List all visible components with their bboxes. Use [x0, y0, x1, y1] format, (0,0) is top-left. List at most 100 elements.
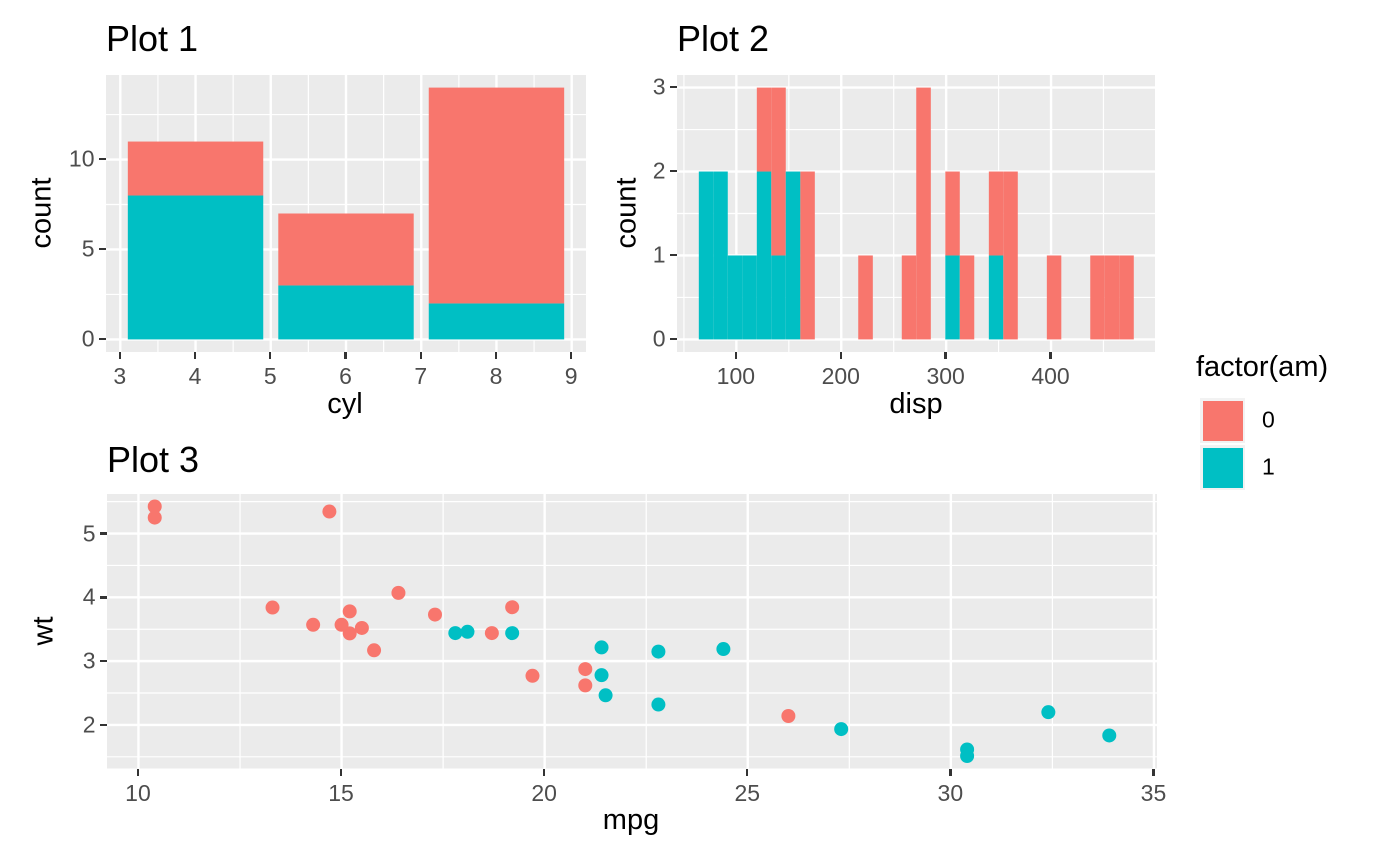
plot1-y-tick-label: 5: [81, 235, 95, 262]
plot2-panel: [676, 74, 1155, 352]
plot3-x-axis-title: mpg: [602, 804, 660, 836]
plot1-x-axis-title: cyl: [327, 388, 363, 420]
plot2-y-tick-mark: [669, 169, 677, 173]
plot3-y-tick-mark: [99, 532, 107, 535]
scatter-point-am0: [577, 662, 592, 677]
legend-label-0: 0: [1262, 406, 1275, 433]
legend-key-1: [1200, 445, 1245, 490]
histogram-bin-am1: [785, 171, 800, 339]
plot2-x-tick-mark: [734, 351, 738, 359]
scatter-point-am1: [715, 642, 730, 657]
plot3-x-tick-label: 10: [125, 779, 151, 806]
legend-key-0: [1200, 398, 1245, 443]
plot2-y-tick-label: 2: [652, 157, 666, 184]
bar-segment-am1: [127, 195, 263, 339]
histogram-bin-am0: [756, 87, 771, 172]
scatter-point-am0: [354, 620, 369, 635]
plot2-x-axis-title: disp: [889, 388, 943, 420]
scatter-point-am1: [959, 748, 974, 763]
plot1-x-tick-label: 6: [339, 362, 352, 389]
plot3-x-tick-mark: [542, 768, 546, 776]
histogram-bin-am0: [857, 254, 873, 339]
histogram-bin-am1: [727, 254, 742, 339]
plot3-y-tick-label: 2: [82, 711, 96, 738]
scatter-point-am1: [650, 644, 665, 659]
plot1-title: Plot 1: [106, 18, 199, 59]
plot1-y-tick-label: 10: [68, 145, 95, 172]
histogram-bin-am0: [1046, 254, 1061, 339]
histogram-bin-am0: [1089, 254, 1105, 339]
histogram-bin-am0: [1104, 254, 1119, 339]
scatter-point-am0: [390, 585, 405, 600]
plot1-y-tick-mark: [98, 337, 106, 341]
plot1-y-axis-title: count: [25, 177, 58, 249]
plot1-x-tick-mark: [494, 351, 498, 359]
plot3-y-tick-label: 4: [82, 583, 96, 610]
scatter-point-am1: [1101, 728, 1116, 743]
plot2-x-tick-mark: [944, 351, 947, 359]
scatter-point-am0: [524, 668, 539, 683]
scatter-point-am0: [321, 504, 336, 519]
legend-swatch-am0: [1202, 400, 1243, 441]
plot1-y-tick-mark: [98, 247, 106, 251]
scatter-point-am0: [427, 607, 442, 622]
plot2-x-tick-label: 100: [716, 362, 756, 389]
scatter-point-am1: [459, 624, 474, 639]
plot1-x-tick-mark: [419, 351, 422, 359]
plot1-x-tick-label: 3: [113, 362, 127, 389]
histogram-bin-am0: [915, 87, 931, 339]
plot3-title: Plot 3: [107, 439, 200, 480]
plot1-x-tick-label: 8: [489, 362, 503, 389]
plot3-x-tick-mark: [136, 768, 140, 776]
plot1-x-tick-mark: [344, 351, 347, 359]
scatter-point-am0: [577, 678, 592, 693]
plot1-x-tick-label: 7: [414, 362, 428, 389]
legend-title: factor(am): [1196, 351, 1329, 383]
plot1-x-tick-mark: [269, 351, 272, 359]
histogram-bin-am0: [1002, 171, 1018, 339]
plot3-x-tick-label: 15: [328, 779, 354, 806]
scatter-point-am0: [780, 708, 795, 723]
bar-segment-am1: [277, 284, 414, 339]
scatter-point-am1: [598, 688, 613, 703]
plot3-y-tick-mark: [99, 723, 107, 727]
histogram-bin-am0: [770, 87, 786, 255]
bar-segment-am0: [428, 87, 564, 303]
plot1-x-tick-label: 9: [564, 362, 578, 389]
plot1-x-tick-label: 5: [263, 362, 277, 389]
plot2-x-tick-label: 400: [1031, 362, 1070, 389]
histogram-bin-am1: [756, 171, 771, 339]
plot2-y-tick-label: 0: [652, 325, 666, 352]
scatter-point-am1: [650, 697, 665, 712]
plot1-x-tick-label: 4: [188, 362, 202, 389]
plot3-x-tick-label: 30: [937, 779, 964, 806]
bar-segment-am1: [428, 302, 564, 339]
histogram-bin-am1: [988, 254, 1003, 339]
panel-background: [106, 494, 1157, 769]
plot3-x-tick-mark: [949, 768, 952, 776]
histogram-bin-am0: [799, 171, 815, 339]
histogram-bin-am1: [712, 171, 728, 339]
plot2-y-tick-mark: [669, 337, 677, 341]
bar-segment-am0: [127, 141, 263, 196]
histogram-bin-am0: [901, 254, 916, 339]
plot2-y-tick-mark: [669, 253, 677, 257]
histogram-bin-am0: [944, 171, 960, 255]
plot2-y-axis-title: count: [610, 177, 643, 249]
scatter-point-am0: [504, 600, 519, 615]
scatter-point-am0: [147, 510, 162, 525]
scatter-point-am1: [447, 626, 462, 641]
plot3-y-tick-mark: [99, 659, 107, 663]
plot3-y-tick-label: 3: [82, 647, 96, 674]
plot1-x-tick-mark: [570, 351, 573, 359]
plot1-x-tick-mark: [193, 351, 197, 359]
plot2-title: Plot 2: [677, 18, 770, 59]
plot3-x-tick-mark: [1152, 768, 1155, 776]
plot1-y-tick-mark: [98, 157, 106, 161]
plot3-x-tick-mark: [746, 768, 749, 776]
plot1-x-tick-mark: [118, 351, 121, 359]
plot2-x-tick-mark: [839, 351, 842, 359]
histogram-bin-am0: [959, 254, 974, 339]
scatter-point-am0: [305, 617, 320, 632]
